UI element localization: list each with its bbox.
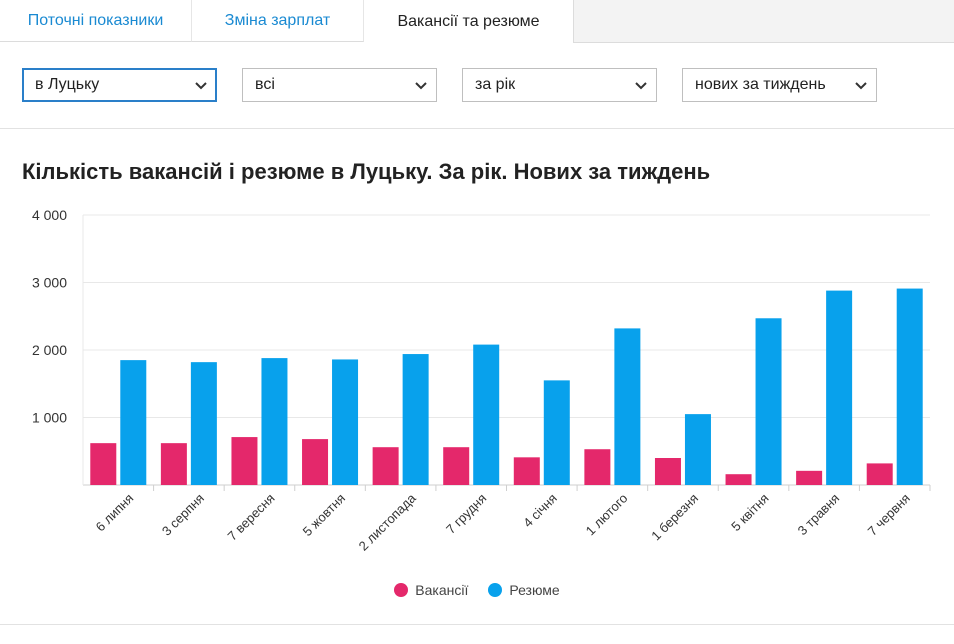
tab-salary-change[interactable]: Зміна зарплат	[192, 0, 364, 42]
x-tick-label: 4 січня	[520, 491, 560, 531]
bar-resumes	[684, 414, 711, 485]
y-tick-label: 3 000	[32, 275, 67, 291]
tab-label: Зміна зарплат	[224, 11, 331, 29]
y-tick-label: 4 000	[32, 207, 67, 223]
bar-vacancies	[866, 463, 893, 485]
bar-vacancies	[584, 449, 611, 485]
x-tick-label: 1 березня	[648, 491, 701, 544]
x-tick-label: 3 серпня	[159, 491, 207, 539]
x-tick-label: 6 липня	[93, 491, 137, 535]
category-select-value: всі	[255, 76, 275, 93]
legend-marker-resumes	[488, 583, 503, 597]
chart-title: Кількість вакансій і резюме в Луцьку. За…	[22, 159, 711, 184]
chart-legend: Вакансії Резюме	[0, 582, 954, 598]
bar-resumes	[190, 362, 217, 485]
bar-vacancies	[160, 443, 187, 485]
bar-vacancies	[372, 447, 399, 485]
bar-chart: 1 000 2 000 3 000 4 000 6 липня 3 серпня 7 вер…	[32, 207, 931, 554]
legend-marker-vacancies	[394, 583, 409, 597]
bar-resumes	[332, 359, 359, 485]
x-tick-label: 2 листопада	[356, 490, 420, 554]
tab-bar: Поточні показники Зміна зарплат Вакансії…	[0, 0, 954, 43]
x-tick-label: 7 грудня	[443, 491, 489, 537]
city-select[interactable]: в Луцьку	[22, 68, 217, 102]
bar-resumes	[120, 360, 147, 485]
filter-bar: в Луцьку всі за рік нових за тиждень	[0, 68, 954, 104]
legend-label-vacancies: Вакансії	[415, 582, 469, 598]
x-tick-label: 5 жовтня	[300, 491, 348, 539]
bottom-divider	[0, 624, 954, 625]
bar-resumes	[826, 290, 853, 485]
chevron-down-icon	[415, 82, 427, 90]
bar-vacancies	[90, 443, 117, 485]
chevron-down-icon	[195, 82, 207, 90]
bar-vacancies	[231, 437, 258, 485]
bar-vacancies	[443, 447, 470, 485]
period-select-value: за рік	[475, 76, 516, 93]
tab-vacancies-resumes[interactable]: Вакансії та резюме	[364, 0, 574, 43]
chevron-down-icon	[635, 82, 647, 90]
tab-current-indicators[interactable]: Поточні показники	[0, 0, 192, 42]
city-select-value: в Луцьку	[35, 76, 100, 93]
y-tick-label: 1 000	[32, 410, 67, 426]
type-select[interactable]: нових за тиждень	[682, 68, 877, 102]
bar-resumes	[896, 288, 923, 485]
chevron-down-icon	[855, 82, 867, 90]
legend-item-vacancies[interactable]: Вакансії	[394, 582, 468, 598]
x-tick-label: 1 лютого	[583, 491, 631, 539]
bar-vacancies	[513, 457, 540, 485]
x-tick-label: 7 червня	[865, 491, 913, 539]
legend-label-resumes: Резюме	[509, 582, 560, 598]
bar-vacancies	[725, 474, 752, 485]
period-select[interactable]: за рік	[462, 68, 657, 102]
y-tick-label: 2 000	[32, 342, 67, 358]
bar-resumes	[543, 380, 570, 485]
bar-vacancies	[796, 470, 823, 485]
tab-label: Вакансії та резюме	[397, 12, 540, 30]
x-tick-label: 3 травня	[795, 491, 843, 539]
bar-resumes	[755, 318, 782, 485]
x-tick-label: 7 вересня	[225, 491, 278, 544]
type-select-value: нових за тиждень	[695, 76, 826, 93]
tab-bar-filler	[574, 0, 954, 43]
bar-resumes	[614, 328, 641, 485]
category-select[interactable]: всі	[242, 68, 437, 102]
bar-vacancies	[302, 439, 329, 485]
bar-resumes	[261, 358, 288, 485]
legend-item-resumes[interactable]: Резюме	[488, 582, 560, 598]
tab-label: Поточні показники	[27, 11, 164, 29]
x-tick-label: 5 квітня	[728, 491, 771, 534]
bar-vacancies	[654, 458, 681, 485]
bar-resumes	[402, 354, 429, 485]
bar-resumes	[473, 344, 500, 485]
divider	[0, 128, 954, 129]
